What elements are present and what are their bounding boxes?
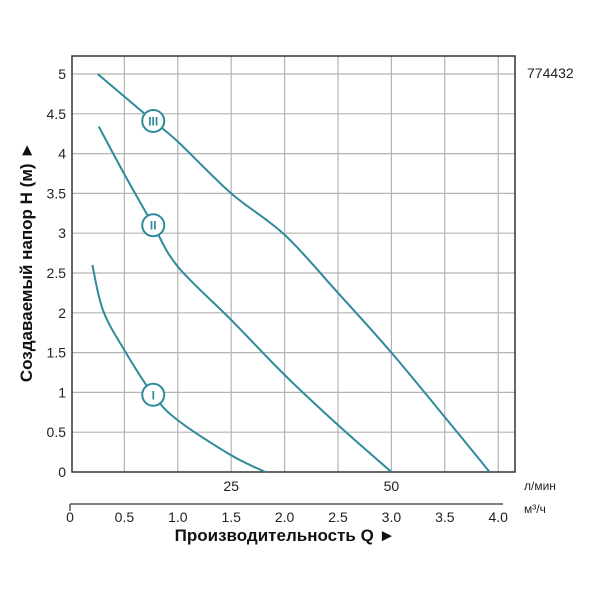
x-secondary-tick-label: 50 [384, 478, 400, 494]
x-tick-label: 1.5 [221, 509, 241, 525]
x-secondary-tick-label: 25 [223, 478, 239, 494]
y-tick-label: 0.5 [47, 424, 67, 440]
y-tick-label: 4 [58, 146, 66, 162]
x-tick-labels: 0 0.5 1.0 1.5 2.0 2.5 3.0 3.5 4.0 [66, 509, 508, 525]
x-axis-title: Производительность Q ► [175, 526, 396, 545]
x-tick-label: 2.0 [275, 509, 295, 525]
grid [72, 56, 515, 472]
y-tick-label: 5 [58, 66, 66, 82]
curve-label-circle-i [141, 382, 166, 407]
y-tick-labels: 0 0.5 1 1.5 2 2.5 3 3.5 4 4.5 5 [47, 66, 67, 480]
y-tick-label: 2.5 [47, 265, 67, 281]
x-tick-label: 3.5 [435, 509, 455, 525]
y-tick-label: 4.5 [47, 106, 67, 122]
x-tick-label: 0 [66, 509, 74, 525]
y-tick-label: 2 [58, 305, 66, 321]
x-tick-label: 3.0 [382, 509, 402, 525]
curve-label-ii: II [150, 219, 157, 233]
x-tick-label: 0.5 [115, 509, 135, 525]
x-secondary-tick-labels: 25 50 [223, 478, 399, 494]
y-tick-label: 3.5 [47, 185, 67, 201]
x-tick-label: 4.0 [488, 509, 508, 525]
model-code: 774432 [527, 65, 574, 81]
x-tick-label: 2.5 [328, 509, 348, 525]
curve-iii [97, 73, 491, 473]
curve-label-i: I [152, 388, 155, 402]
curve-label-iii: III [148, 114, 158, 128]
y-axis-title: Создаваемый напор H (м) ► [17, 142, 36, 382]
curve-label-circle-iii [141, 108, 166, 133]
curve-ii [97, 126, 393, 473]
plot-frame [71, 55, 516, 473]
curve-i [91, 264, 266, 473]
y-tick-label: 3 [58, 225, 66, 241]
y-tick-label: 1.5 [47, 345, 67, 361]
x-unit-secondary: л/мин [524, 479, 556, 493]
x-unit-primary: м³/ч [524, 502, 546, 516]
y-tick-label: 1 [58, 384, 66, 400]
x-tick-label: 1.0 [168, 509, 188, 525]
y-tick-label: 0 [58, 464, 66, 480]
curve-label-circle-ii [141, 213, 166, 238]
